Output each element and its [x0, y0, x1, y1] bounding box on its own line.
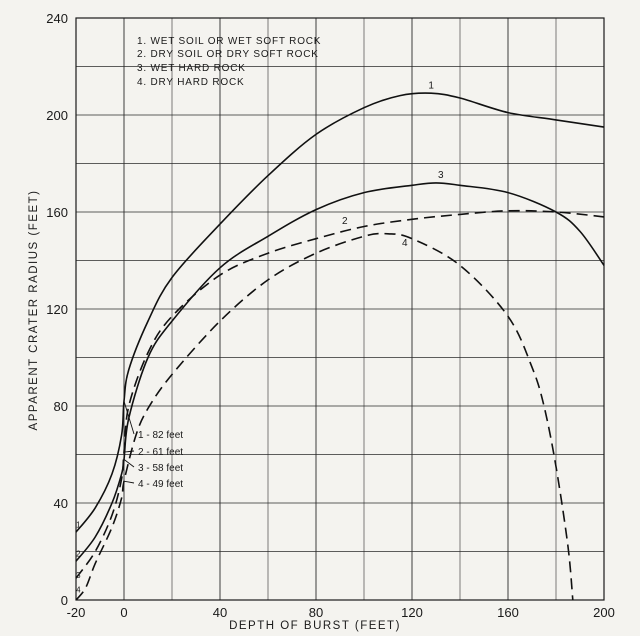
x-tick-label: 40 — [213, 605, 227, 620]
legend: 1. WET SOIL OR WET SOFT ROCK 2. DRY SOIL… — [137, 36, 321, 88]
x-tick-label: 200 — [593, 605, 615, 620]
curve-label-1: 1 — [428, 80, 434, 91]
annotation-label: 2 - 61 feet — [138, 447, 183, 458]
series-lines — [75, 92, 605, 601]
legend-entry-3: 3. WET HARD ROCK — [137, 63, 246, 74]
series-line-4 — [75, 232, 574, 601]
legend-entry-1: 1. WET SOIL OR WET SOFT ROCK — [137, 36, 321, 47]
curve-label-4: 4 — [402, 238, 408, 249]
y-axis-ticks: 0 40 80 120 160 200 240 — [46, 11, 68, 608]
curve-labels: 1 2 3 4 1 2 3 4 — [76, 80, 444, 594]
y-tick-label: 0 — [61, 593, 68, 608]
x-tick-label: 160 — [497, 605, 519, 620]
annotation-label: 3 - 58 feet — [138, 463, 183, 474]
annotations: 1 - 82 feet 2 - 61 feet 3 - 58 feet 4 - 49 … — [123, 401, 183, 490]
plot-border — [75, 17, 605, 601]
x-tick-label: 120 — [401, 605, 423, 620]
left-end-label-1: 1 — [76, 520, 81, 529]
annotation-leader — [123, 480, 135, 484]
annotation-leader — [123, 401, 135, 435]
left-end-label-4: 4 — [76, 586, 81, 595]
curve-label-3: 3 — [438, 170, 444, 181]
x-tick-label: 0 — [120, 605, 127, 620]
y-tick-label: 40 — [54, 496, 68, 511]
grid — [75, 17, 605, 601]
x-tick-label: -20 — [67, 605, 86, 620]
annotation-label: 4 - 49 feet — [138, 479, 183, 490]
left-end-label-2: 2 — [76, 549, 81, 558]
y-tick-label: 160 — [46, 205, 68, 220]
y-tick-label: 200 — [46, 108, 68, 123]
x-tick-label: 80 — [309, 605, 323, 620]
x-axis-ticks: -20 0 40 80 120 160 200 — [67, 605, 615, 620]
y-axis-title: APPARENT CRATER RADIUS (FEET) — [28, 190, 40, 431]
annotation-leader — [123, 450, 135, 453]
y-tick-label: 80 — [54, 399, 68, 414]
legend-entry-2: 2. DRY SOIL OR DRY SOFT ROCK — [137, 49, 319, 60]
legend-entry-4: 4. DRY HARD ROCK — [137, 77, 244, 88]
y-tick-label: 120 — [46, 302, 68, 317]
x-axis-title: DEPTH OF BURST (FEET) — [229, 620, 401, 632]
left-end-label-3: 3 — [76, 571, 81, 580]
y-tick-label: 240 — [46, 11, 68, 26]
series-line-2 — [75, 209, 605, 579]
curve-label-2: 2 — [342, 216, 348, 227]
annotation-label: 1 - 82 feet — [138, 430, 183, 441]
annotation-leader — [123, 458, 135, 468]
series-line-1 — [75, 92, 605, 533]
series-line-3 — [75, 182, 605, 562]
